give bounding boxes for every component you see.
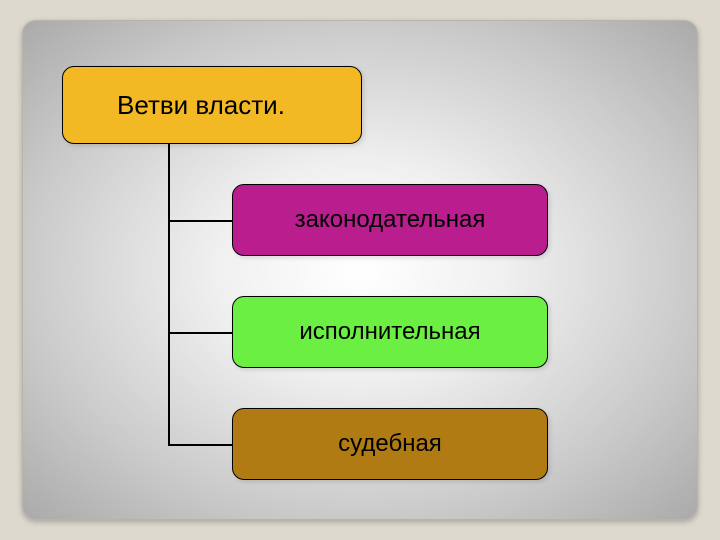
child-label-2: судебная: [338, 430, 442, 458]
root-label-main: Ветви власти: [117, 90, 278, 120]
child-node-2: судебная: [232, 408, 548, 480]
root-label-dot: .: [278, 90, 285, 120]
child-label-0: законодательная: [295, 206, 486, 234]
connector-line: [168, 144, 170, 446]
root-label: Ветви власти.: [117, 90, 285, 121]
connector-line: [168, 220, 232, 222]
child-node-0: законодательная: [232, 184, 548, 256]
connector-line: [168, 332, 232, 334]
root-node: Ветви власти.: [62, 66, 362, 144]
child-node-1: исполнительная: [232, 296, 548, 368]
connector-line: [168, 444, 232, 446]
child-label-1: исполнительная: [299, 318, 480, 346]
